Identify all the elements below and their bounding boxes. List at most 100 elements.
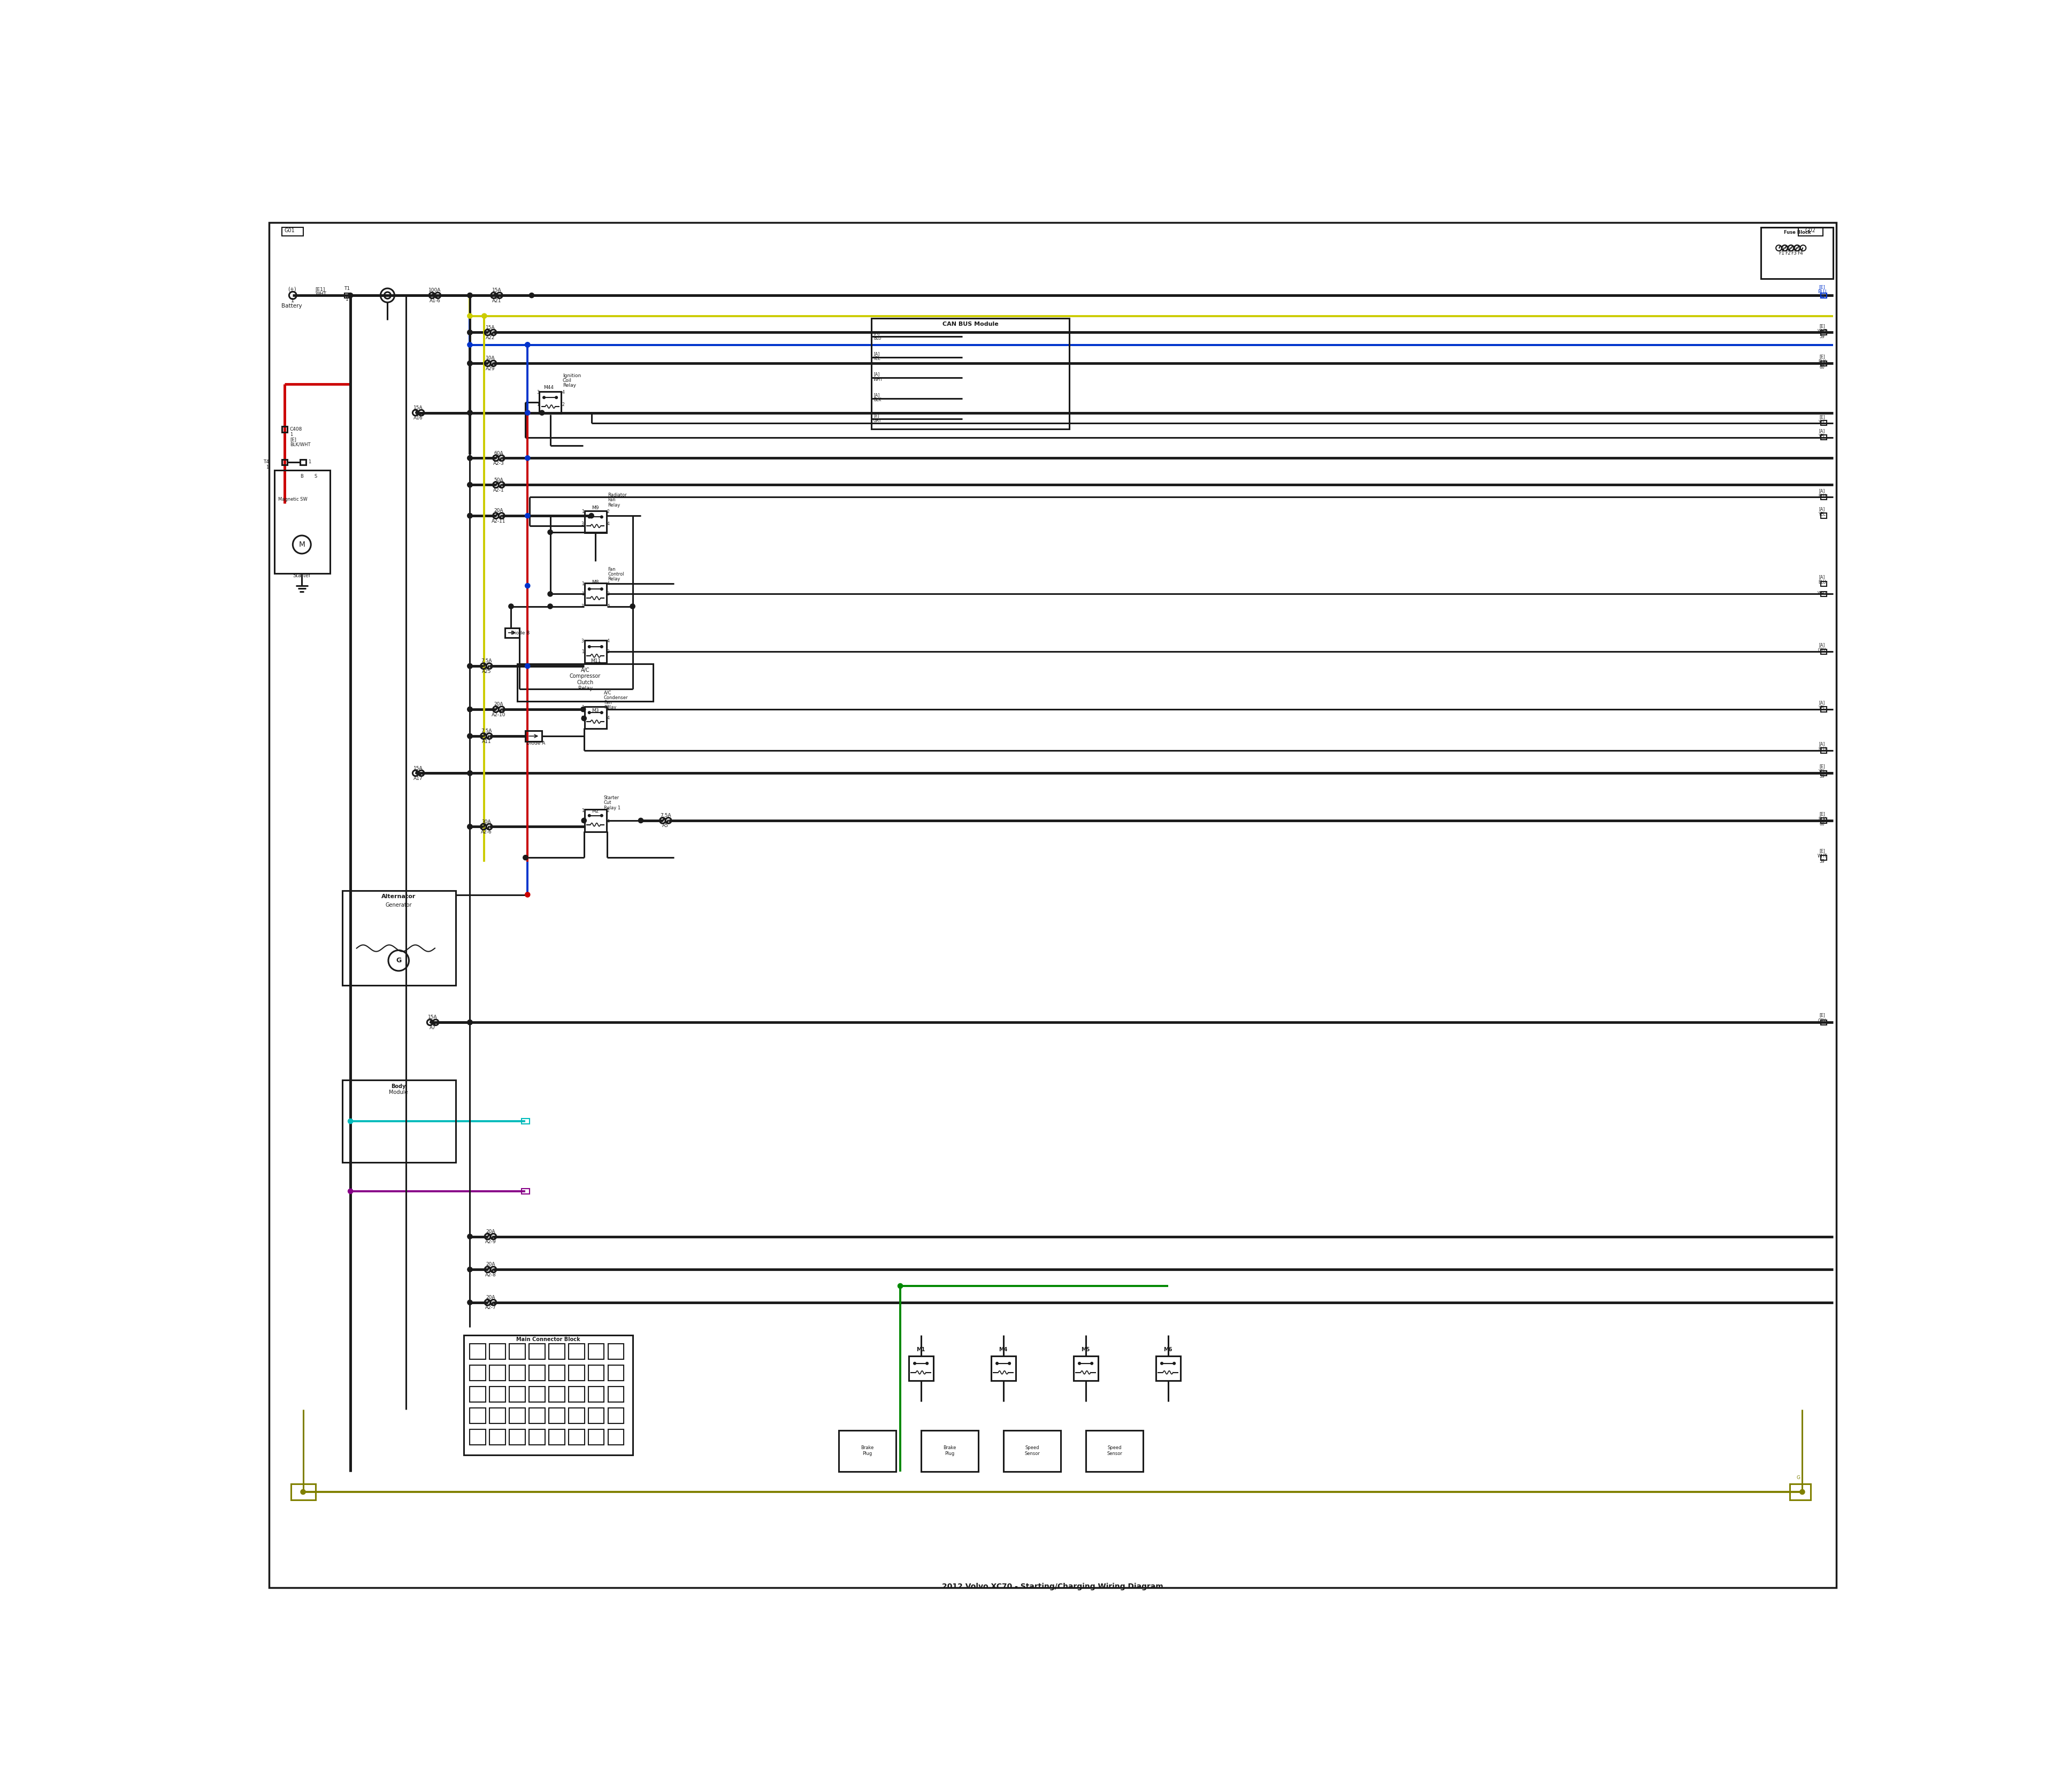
Text: Relay: Relay [563, 383, 575, 389]
Bar [275, 471, 331, 573]
Circle shape [600, 516, 604, 518]
Circle shape [468, 314, 472, 319]
Bar [343, 891, 456, 986]
Text: Speed
Sensor: Speed Sensor [1025, 1446, 1039, 1455]
Bar [1789, 1484, 1810, 1500]
Bar [589, 1344, 604, 1360]
Text: [A]: [A] [1820, 701, 1826, 704]
Text: 1: 1 [308, 461, 310, 464]
Bar [509, 1344, 526, 1360]
Text: M: M [298, 541, 306, 548]
Bar [585, 640, 606, 663]
Circle shape [600, 588, 604, 590]
Text: 1: 1 [581, 581, 583, 586]
Text: YEL: YEL [1818, 513, 1826, 516]
Text: YEL: YEL [1818, 706, 1826, 710]
Circle shape [1091, 1362, 1093, 1366]
Circle shape [468, 1235, 472, 1238]
Bar [530, 1409, 544, 1423]
Circle shape [468, 706, 472, 711]
Circle shape [468, 360, 472, 366]
Text: A2-7: A2-7 [485, 1305, 495, 1310]
Circle shape [347, 1188, 353, 1193]
Text: 1: 1 [581, 808, 583, 814]
Text: Relay: Relay [608, 577, 620, 582]
Text: Fan: Fan [604, 701, 612, 704]
Text: 7.5A: 7.5A [481, 729, 491, 733]
Text: 7.5A: 7.5A [659, 814, 672, 817]
Text: 60: 60 [1820, 823, 1824, 826]
Text: GRY: GRY [1818, 1018, 1826, 1023]
Text: WHT: WHT [1818, 855, 1826, 858]
Text: 50A: 50A [495, 477, 503, 482]
Text: Main Connector Block: Main Connector Block [516, 1337, 579, 1342]
Circle shape [468, 1267, 472, 1272]
Circle shape [468, 482, 472, 487]
Text: Condenser: Condenser [604, 695, 629, 701]
Text: T4: T4 [263, 461, 269, 464]
Circle shape [509, 604, 514, 609]
Bar [608, 1387, 624, 1401]
Text: Relay: Relay [577, 686, 592, 692]
Bar [509, 1409, 526, 1423]
Bar [292, 1484, 316, 1500]
Text: 20A: 20A [487, 1296, 495, 1299]
Circle shape [524, 855, 528, 860]
Bar [470, 1366, 485, 1380]
Bar [1820, 771, 1826, 776]
Bar [530, 1344, 544, 1360]
Circle shape [468, 733, 472, 738]
Text: M9: M9 [592, 505, 600, 511]
Bar [345, 292, 349, 297]
Circle shape [587, 588, 592, 590]
Bar [281, 426, 288, 432]
Bar [1820, 495, 1826, 500]
Text: 60A: 60A [495, 452, 503, 455]
Text: BLU: BLU [873, 335, 881, 340]
Text: 1: 1 [581, 591, 583, 597]
Text: 3: 3 [581, 640, 583, 643]
Circle shape [526, 410, 530, 416]
Text: A7: A7 [429, 1025, 435, 1030]
Text: A2-3: A2-3 [493, 461, 505, 466]
Circle shape [468, 824, 472, 830]
Text: Compressor: Compressor [569, 674, 600, 679]
Circle shape [548, 604, 553, 609]
Text: M3: M3 [592, 708, 600, 713]
Text: A21: A21 [493, 297, 501, 303]
Text: 1: 1 [345, 297, 349, 301]
Bar [1820, 581, 1826, 586]
Circle shape [526, 342, 530, 348]
Text: Speed
Sensor: Speed Sensor [1107, 1446, 1121, 1455]
Text: 2012 Volvo XC70 - Starting/Charging Wiring Diagram: 2012 Volvo XC70 - Starting/Charging Wiri… [943, 1582, 1163, 1590]
Text: Radiator: Radiator [608, 493, 626, 498]
Circle shape [526, 410, 530, 416]
Text: 2: 2 [561, 401, 565, 407]
Text: [A]: [A] [873, 351, 879, 357]
Circle shape [914, 1362, 916, 1366]
Text: 59: 59 [1820, 858, 1824, 864]
Bar [281, 459, 288, 466]
Text: 20A: 20A [487, 1229, 495, 1235]
Text: A2-11: A2-11 [491, 518, 505, 523]
Text: A2-9: A2-9 [485, 1240, 495, 1244]
Circle shape [468, 360, 472, 366]
Text: 4: 4 [608, 521, 610, 527]
Bar [526, 731, 542, 742]
Circle shape [483, 314, 487, 319]
Bar [548, 1430, 565, 1444]
Circle shape [639, 819, 643, 823]
Bar [470, 1387, 485, 1401]
Circle shape [996, 1362, 998, 1366]
Text: WHT: WHT [1818, 591, 1826, 597]
Text: 1: 1 [267, 464, 269, 470]
Bar [489, 1409, 505, 1423]
Text: A25: A25 [483, 668, 491, 674]
Text: Battery: Battery [281, 303, 302, 308]
Text: M4: M4 [998, 1348, 1009, 1353]
Circle shape [468, 330, 472, 335]
Circle shape [600, 645, 604, 649]
Circle shape [600, 814, 604, 817]
Bar [489, 1387, 505, 1401]
Text: M6: M6 [1165, 1348, 1173, 1353]
